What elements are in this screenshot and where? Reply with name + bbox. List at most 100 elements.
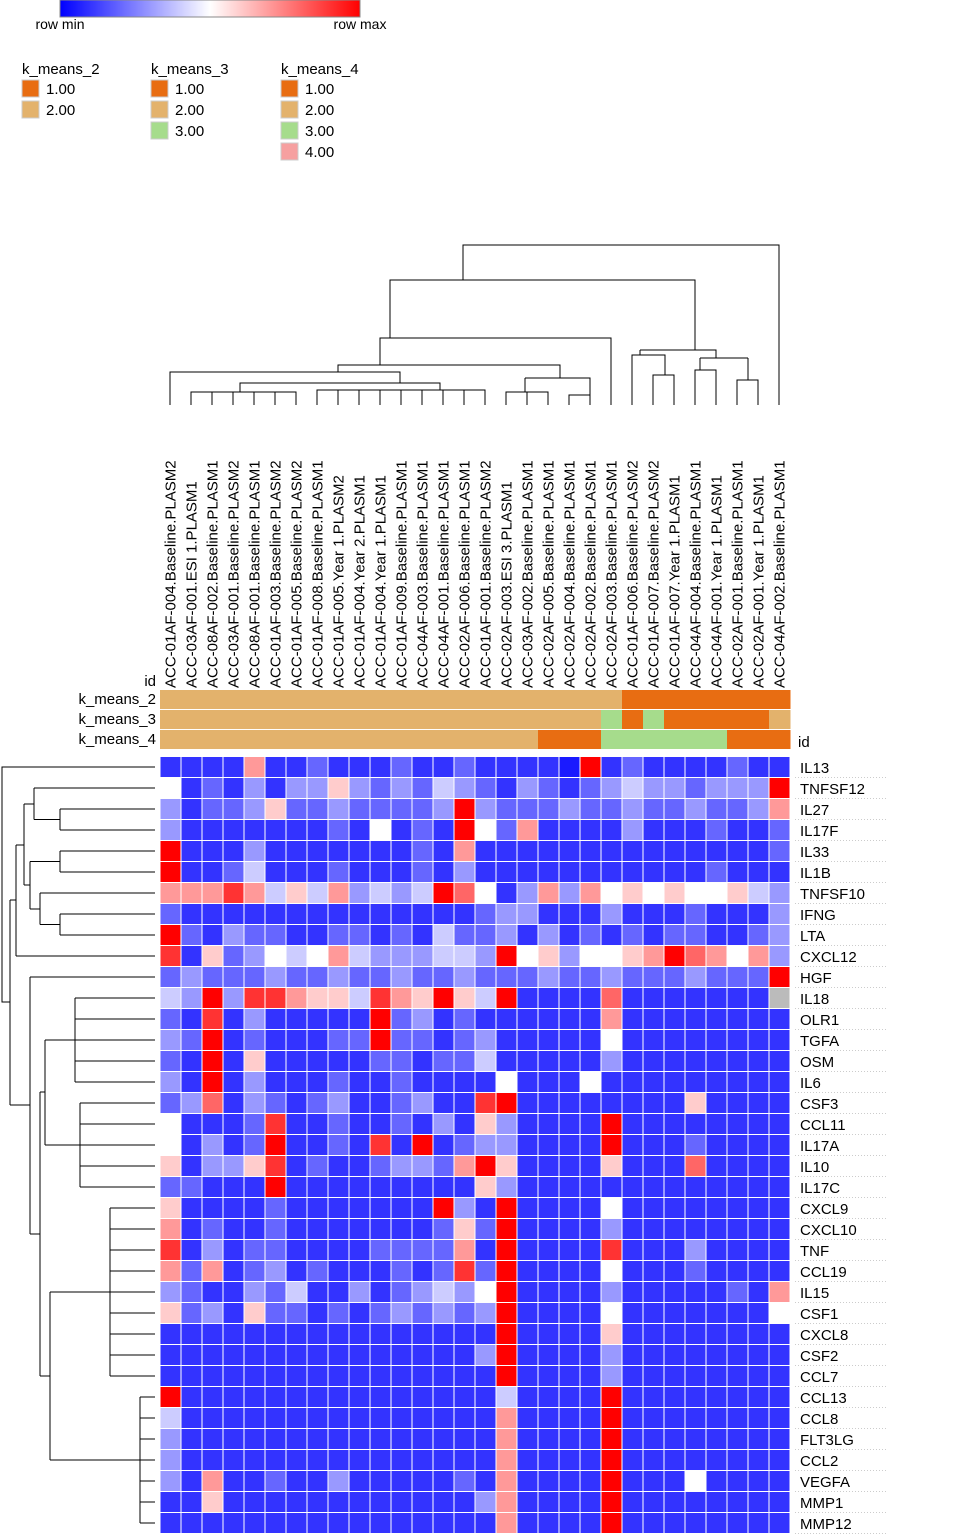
column-label: ACC-01AF-005.Baseline.PLASM2 (289, 460, 306, 688)
heatmap-cell (327, 1134, 350, 1156)
heatmap-cell (621, 777, 644, 799)
heatmap-cell (306, 1176, 329, 1198)
heatmap-cell (600, 1386, 623, 1408)
heatmap-cell (390, 1470, 413, 1492)
heatmap-cell (432, 798, 455, 820)
heatmap-cell (327, 840, 350, 862)
heatmap-cell (243, 1239, 266, 1261)
heatmap-cell (243, 1281, 266, 1303)
heatmap-cell (705, 1134, 728, 1156)
heatmap-cell (558, 1302, 581, 1324)
heatmap-cell (243, 1512, 266, 1534)
heatmap-cell (705, 1239, 728, 1261)
heatmap-cell (642, 1218, 665, 1240)
heatmap-cell (726, 756, 749, 778)
heatmap-cell (558, 1470, 581, 1492)
heatmap-cell (495, 1386, 518, 1408)
heatmap-cell (453, 903, 476, 925)
heatmap-cell (243, 1407, 266, 1429)
column-label: ACC-01AF-003.Baseline.PLASM2 (268, 460, 285, 688)
heatmap-cell (159, 1407, 182, 1429)
row-label: CSF1 (800, 1306, 838, 1323)
heatmap-cell (495, 1344, 518, 1366)
heatmap-cell (495, 1092, 518, 1114)
heatmap-cell (432, 861, 455, 883)
heatmap-cell (411, 987, 434, 1009)
column-label: ACC-04AF-001.Year 1.PLASM1 (709, 475, 726, 688)
annotation-cell (349, 690, 371, 709)
heatmap-cell (390, 1302, 413, 1324)
annotation-cell (601, 710, 623, 729)
heatmap-cell (201, 819, 224, 841)
annotation-cell (622, 690, 644, 709)
heatmap-cell (747, 1134, 770, 1156)
annotation-cell (580, 730, 602, 749)
heatmap-cell (642, 1470, 665, 1492)
heatmap-cell (663, 987, 686, 1009)
heatmap-cell (474, 1134, 497, 1156)
annotation-cell (370, 710, 392, 729)
heatmap-cell (558, 1071, 581, 1093)
heatmap-cell (768, 882, 791, 904)
heatmap-cell (285, 1428, 308, 1450)
annotation-cell (202, 710, 224, 729)
heatmap-cell (159, 1323, 182, 1345)
heatmap-cell (264, 1197, 287, 1219)
heatmap-cell (747, 861, 770, 883)
heatmap-cell (369, 1302, 392, 1324)
heatmap-cell (726, 1134, 749, 1156)
heatmap-cell (537, 882, 560, 904)
heatmap-cell (411, 945, 434, 967)
heatmap-cell (348, 1218, 371, 1240)
heatmap-cell (411, 1197, 434, 1219)
heatmap-cell (348, 1323, 371, 1345)
heatmap-cell (768, 1365, 791, 1387)
heatmap-cell (579, 861, 602, 883)
heatmap-cell (705, 903, 728, 925)
heatmap-cell (159, 1218, 182, 1240)
heatmap-cell (285, 1008, 308, 1030)
heatmap-cell (579, 1113, 602, 1135)
heatmap-cell (621, 1092, 644, 1114)
heatmap-cell (663, 1197, 686, 1219)
heatmap-cell (684, 924, 707, 946)
heatmap-cell (474, 1092, 497, 1114)
heatmap-cell (642, 987, 665, 1009)
heatmap-cell (243, 777, 266, 799)
heatmap-cell (726, 1407, 749, 1429)
heatmap-cell (243, 1470, 266, 1492)
heatmap-cell (747, 1386, 770, 1408)
heatmap-cell (600, 1092, 623, 1114)
annotation-cell (559, 730, 581, 749)
heatmap-cell (537, 1008, 560, 1030)
heatmap-cell (747, 840, 770, 862)
heatmap-cell (201, 1260, 224, 1282)
heatmap-cell (453, 1176, 476, 1198)
heatmap-cell (705, 882, 728, 904)
heatmap-cell (600, 1218, 623, 1240)
heatmap-cell (621, 861, 644, 883)
annotation-label: k_means_2 (78, 691, 156, 708)
heatmap-cell (222, 903, 245, 925)
annotation-cell (727, 730, 749, 749)
id-label: id (798, 734, 810, 751)
heatmap-cell (537, 1260, 560, 1282)
heatmap-cell (726, 903, 749, 925)
heatmap-cell (348, 1407, 371, 1429)
heatmap-cell (159, 1428, 182, 1450)
heatmap-cell (726, 1386, 749, 1408)
heatmap-cell (390, 966, 413, 988)
heatmap-cell (327, 1197, 350, 1219)
heatmap-cell (642, 1491, 665, 1513)
heatmap-cell (180, 861, 203, 883)
heatmap-cell (411, 1008, 434, 1030)
heatmap-cell (159, 1197, 182, 1219)
heatmap-cell (327, 777, 350, 799)
heatmap-cell (390, 798, 413, 820)
heatmap-cell (726, 987, 749, 1009)
legend-label: 1.00 (175, 81, 204, 98)
heatmap-cell (579, 1407, 602, 1429)
heatmap-cell (159, 1281, 182, 1303)
heatmap-cell (201, 840, 224, 862)
